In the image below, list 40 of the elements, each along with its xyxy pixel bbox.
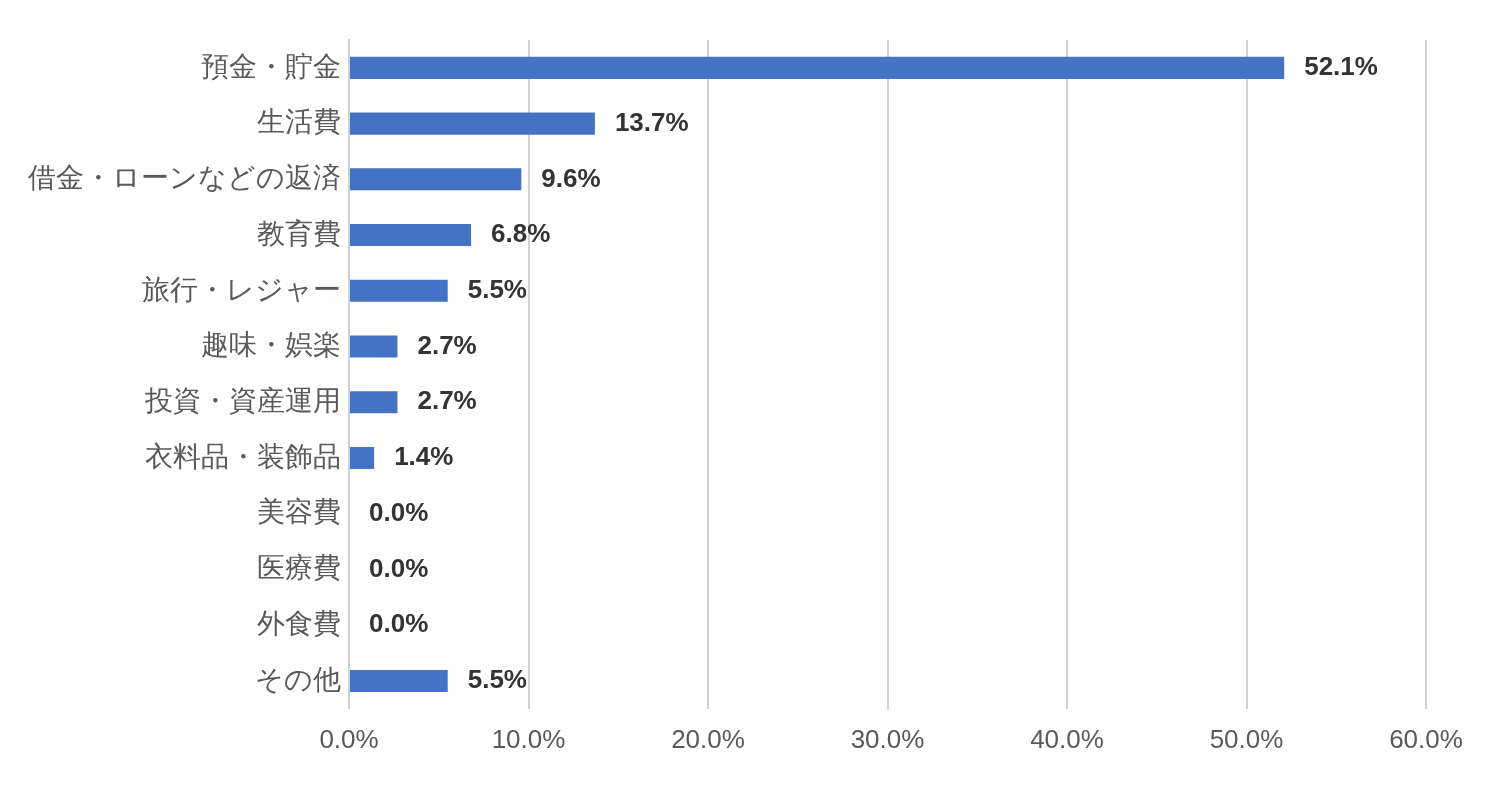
y-tick-label: 美容費 [257,496,341,528]
y-tick-label: 借金・ローンなどの返済 [28,162,341,194]
bar [350,391,398,414]
y-tick-label: 生活費 [257,106,341,138]
bar [350,112,595,135]
x-tick-label: 0.0% [319,723,379,754]
data-label: 5.5% [467,273,527,304]
y-tick-label: 趣味・娯楽 [201,329,341,361]
bar [350,446,375,470]
y-tick-label: 外食費 [257,607,341,639]
bar [350,335,398,358]
bar [350,168,522,191]
x-tick-label: 50.0% [1209,723,1284,754]
data-label: 1.4% [394,441,454,472]
bar [350,56,1285,79]
data-label: 2.7% [417,329,477,360]
y-tick-label: 旅行・レジャー [142,273,341,305]
y-tick-label: 教育費 [257,217,341,249]
x-tick-label: 10.0% [491,723,566,754]
y-tick-label: その他 [255,663,341,695]
x-tick-label: 60.0% [1389,723,1463,754]
y-tick-label: 投資・資産運用 [144,384,341,416]
y-tick-label: 医療費 [257,552,341,584]
data-label: 9.6% [541,162,601,193]
data-label: 0.0% [369,608,429,639]
x-tick-label: 20.0% [671,723,745,754]
data-label: 0.0% [369,496,429,527]
data-label: 0.0% [369,552,429,583]
bar [350,224,472,247]
data-label: 2.7% [417,385,477,416]
data-label: 5.5% [467,664,527,695]
bar [350,669,448,692]
x-tick-label: 40.0% [1030,723,1104,754]
y-tick-label: 預金・貯金 [201,50,341,82]
data-label: 13.7% [614,106,689,137]
bar [350,279,448,302]
y-tick-label: 衣料品・装飾品 [145,440,341,472]
data-label: 52.1% [1304,51,1378,82]
x-tick-label: 30.0% [850,723,925,754]
data-label: 6.8% [491,218,551,249]
